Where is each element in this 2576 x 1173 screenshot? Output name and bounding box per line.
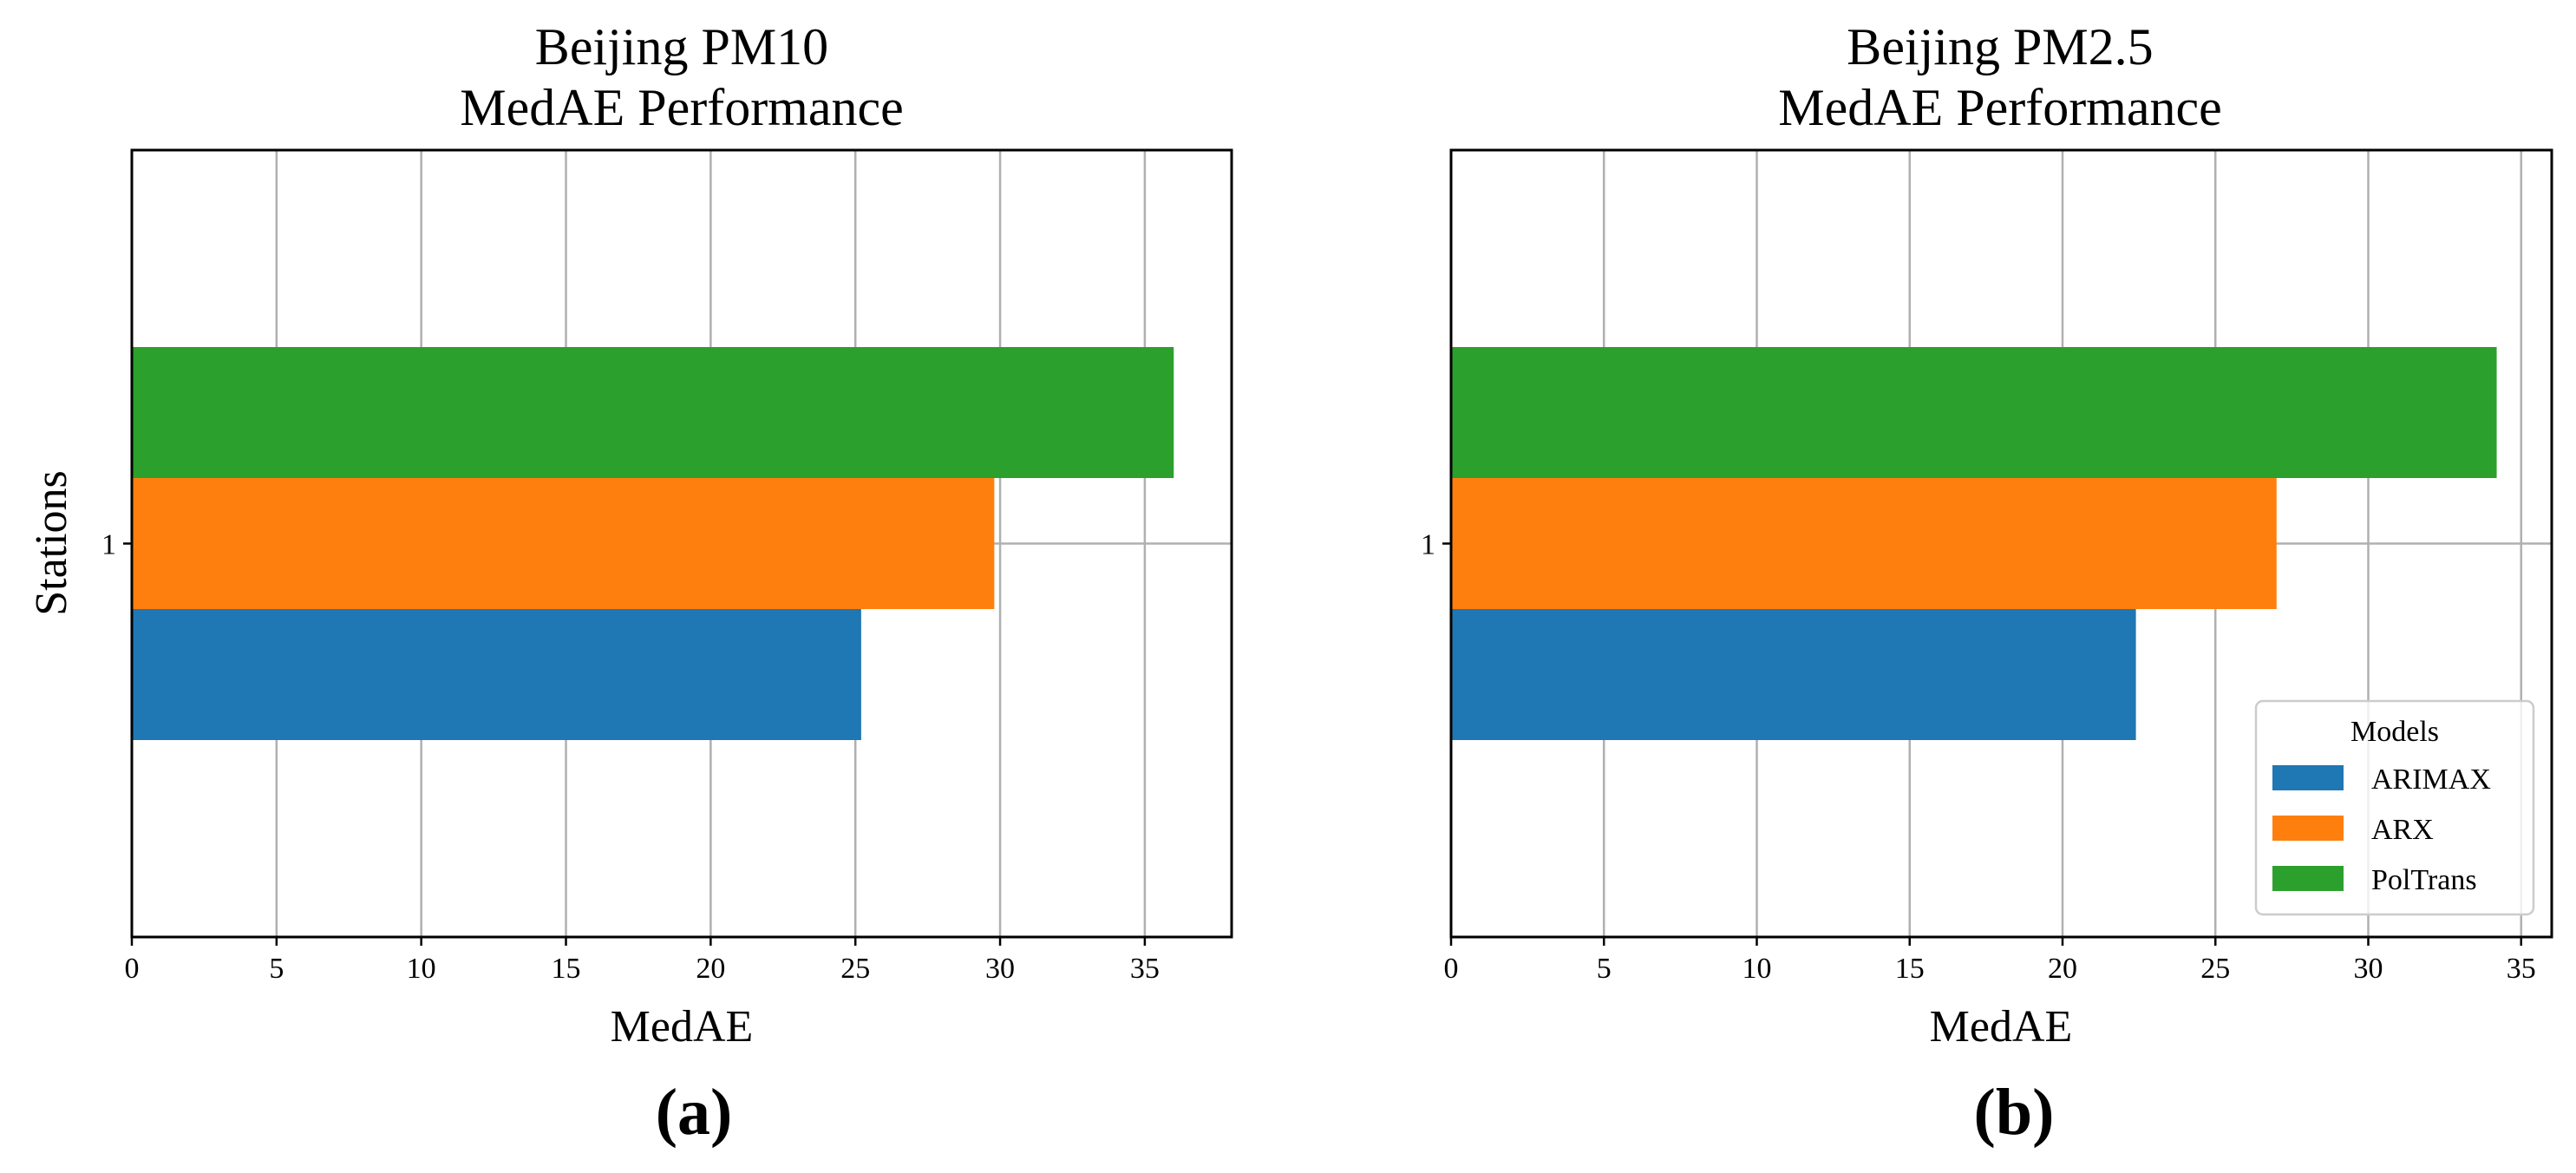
panel-a-ylabel: Stations — [27, 470, 76, 616]
panel-b-title-line1: Beijing PM2.5 — [1847, 18, 2153, 75]
panel-a-title-line1: Beijing PM10 — [535, 18, 828, 75]
legend-swatch-arx — [2272, 816, 2344, 841]
x-tick-label: 30 — [985, 953, 1015, 985]
panel-a-xticks: 0 5 10 15 20 25 30 35 — [125, 937, 1160, 985]
panel-b-xlabel: MedAE — [1930, 1002, 2073, 1052]
legend-label-arx: ARX — [2371, 814, 2434, 846]
y-tick-label: 1 — [101, 529, 116, 561]
panel-a-title-line2: MedAE Performance — [460, 79, 903, 136]
legend-box — [2254, 699, 2535, 916]
legend-entries: ARIMAX ARX PolTrans — [2272, 763, 2491, 896]
legend-title: Models — [2350, 716, 2439, 748]
panel-b-title-line2: MedAE Performance — [1778, 79, 2221, 136]
x-tick-label: 30 — [2354, 953, 2383, 985]
bar-poltrans — [132, 347, 1174, 478]
bar-arimax — [132, 609, 861, 740]
panel-b-label: (b) — [1974, 1076, 2055, 1149]
x-tick-label: 15 — [552, 953, 581, 985]
x-tick-label: 10 — [407, 953, 436, 985]
panel-b: Beijing PM2.5 MedAE Performance 0 5 10 15 20… — [1421, 18, 2553, 1149]
x-tick-label: 5 — [269, 953, 284, 985]
panel-a-xlabel: MedAE — [611, 1002, 754, 1052]
x-tick-label: 20 — [696, 953, 725, 985]
x-tick-label: 25 — [2200, 953, 2230, 985]
x-tick-label: 15 — [1895, 953, 1925, 985]
y-tick-label: 1 — [1421, 529, 1435, 561]
legend-swatch-arimax — [2272, 765, 2344, 790]
x-tick-label: 5 — [1597, 953, 1612, 985]
x-tick-label: 10 — [1742, 953, 1772, 985]
panel-a-label: (a) — [656, 1076, 733, 1149]
legend-label-arimax: ARIMAX — [2371, 763, 2491, 796]
panel-b-bars — [1451, 347, 2497, 740]
bar-arx — [1451, 478, 2277, 609]
panel-a-bars — [132, 347, 1174, 740]
bar-arimax — [1451, 609, 2136, 740]
x-tick-label: 20 — [2048, 953, 2077, 985]
x-tick-label: 35 — [2507, 953, 2536, 985]
x-tick-label: 0 — [125, 953, 140, 985]
x-tick-label: 25 — [840, 953, 870, 985]
legend: Models ARIMAX ARX PolTrans — [2254, 699, 2535, 916]
legend-label-poltrans: PolTrans — [2371, 864, 2477, 896]
bar-arx — [132, 478, 995, 609]
x-tick-label: 35 — [1130, 953, 1160, 985]
x-tick-label: 0 — [1444, 953, 1459, 985]
bar-poltrans — [1451, 347, 2497, 478]
panel-a-yticks: 1 — [101, 529, 132, 561]
panel-b-xticks: 0 5 10 15 20 25 30 35 — [1444, 937, 2536, 985]
panel-b-yticks: 1 — [1421, 529, 1451, 561]
panel-a: Beijing PM10 MedAE Performance 0 5 10 15 20 2… — [27, 18, 1233, 1149]
legend-swatch-poltrans — [2272, 866, 2344, 891]
